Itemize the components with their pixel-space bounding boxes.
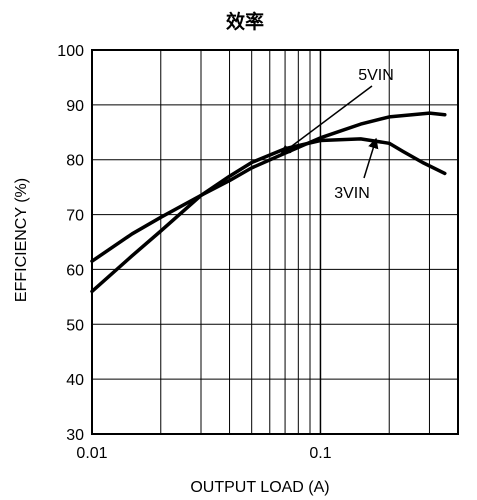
y-tick-label: 60 (66, 262, 84, 279)
y-axis-label: EFFICIENCY (%) (13, 178, 30, 302)
chart-title: 效率 (226, 10, 264, 33)
series-line (90, 111, 447, 263)
x-tick-label: 0.1 (309, 445, 331, 462)
x-axis-label: OUTPUT LOAD (A) (190, 479, 329, 496)
y-tick-label: 40 (66, 372, 84, 389)
y-tick-label: 70 (66, 208, 84, 225)
x-tick-label: 0.01 (76, 445, 107, 462)
plot-frame (91, 49, 459, 435)
annotation-label: 3VIN (334, 185, 370, 202)
annotation-label: 5VIN (358, 67, 394, 84)
annotation-arrow (279, 85, 373, 156)
y-tick-label: 100 (57, 43, 84, 60)
y-tick-label: 90 (66, 98, 84, 115)
chart-grid (91, 49, 459, 435)
y-tick-label: 80 (66, 153, 84, 170)
annotation-arrow (363, 137, 379, 179)
y-tick-label: 50 (66, 317, 84, 334)
series-layer (90, 111, 447, 294)
annotation-layer: 5VIN 3VIN (279, 67, 394, 202)
y-tick-label: 30 (66, 427, 84, 444)
tick-labels: 30 40 50 60 70 80 90 100 0.01 0.1 (57, 43, 331, 462)
